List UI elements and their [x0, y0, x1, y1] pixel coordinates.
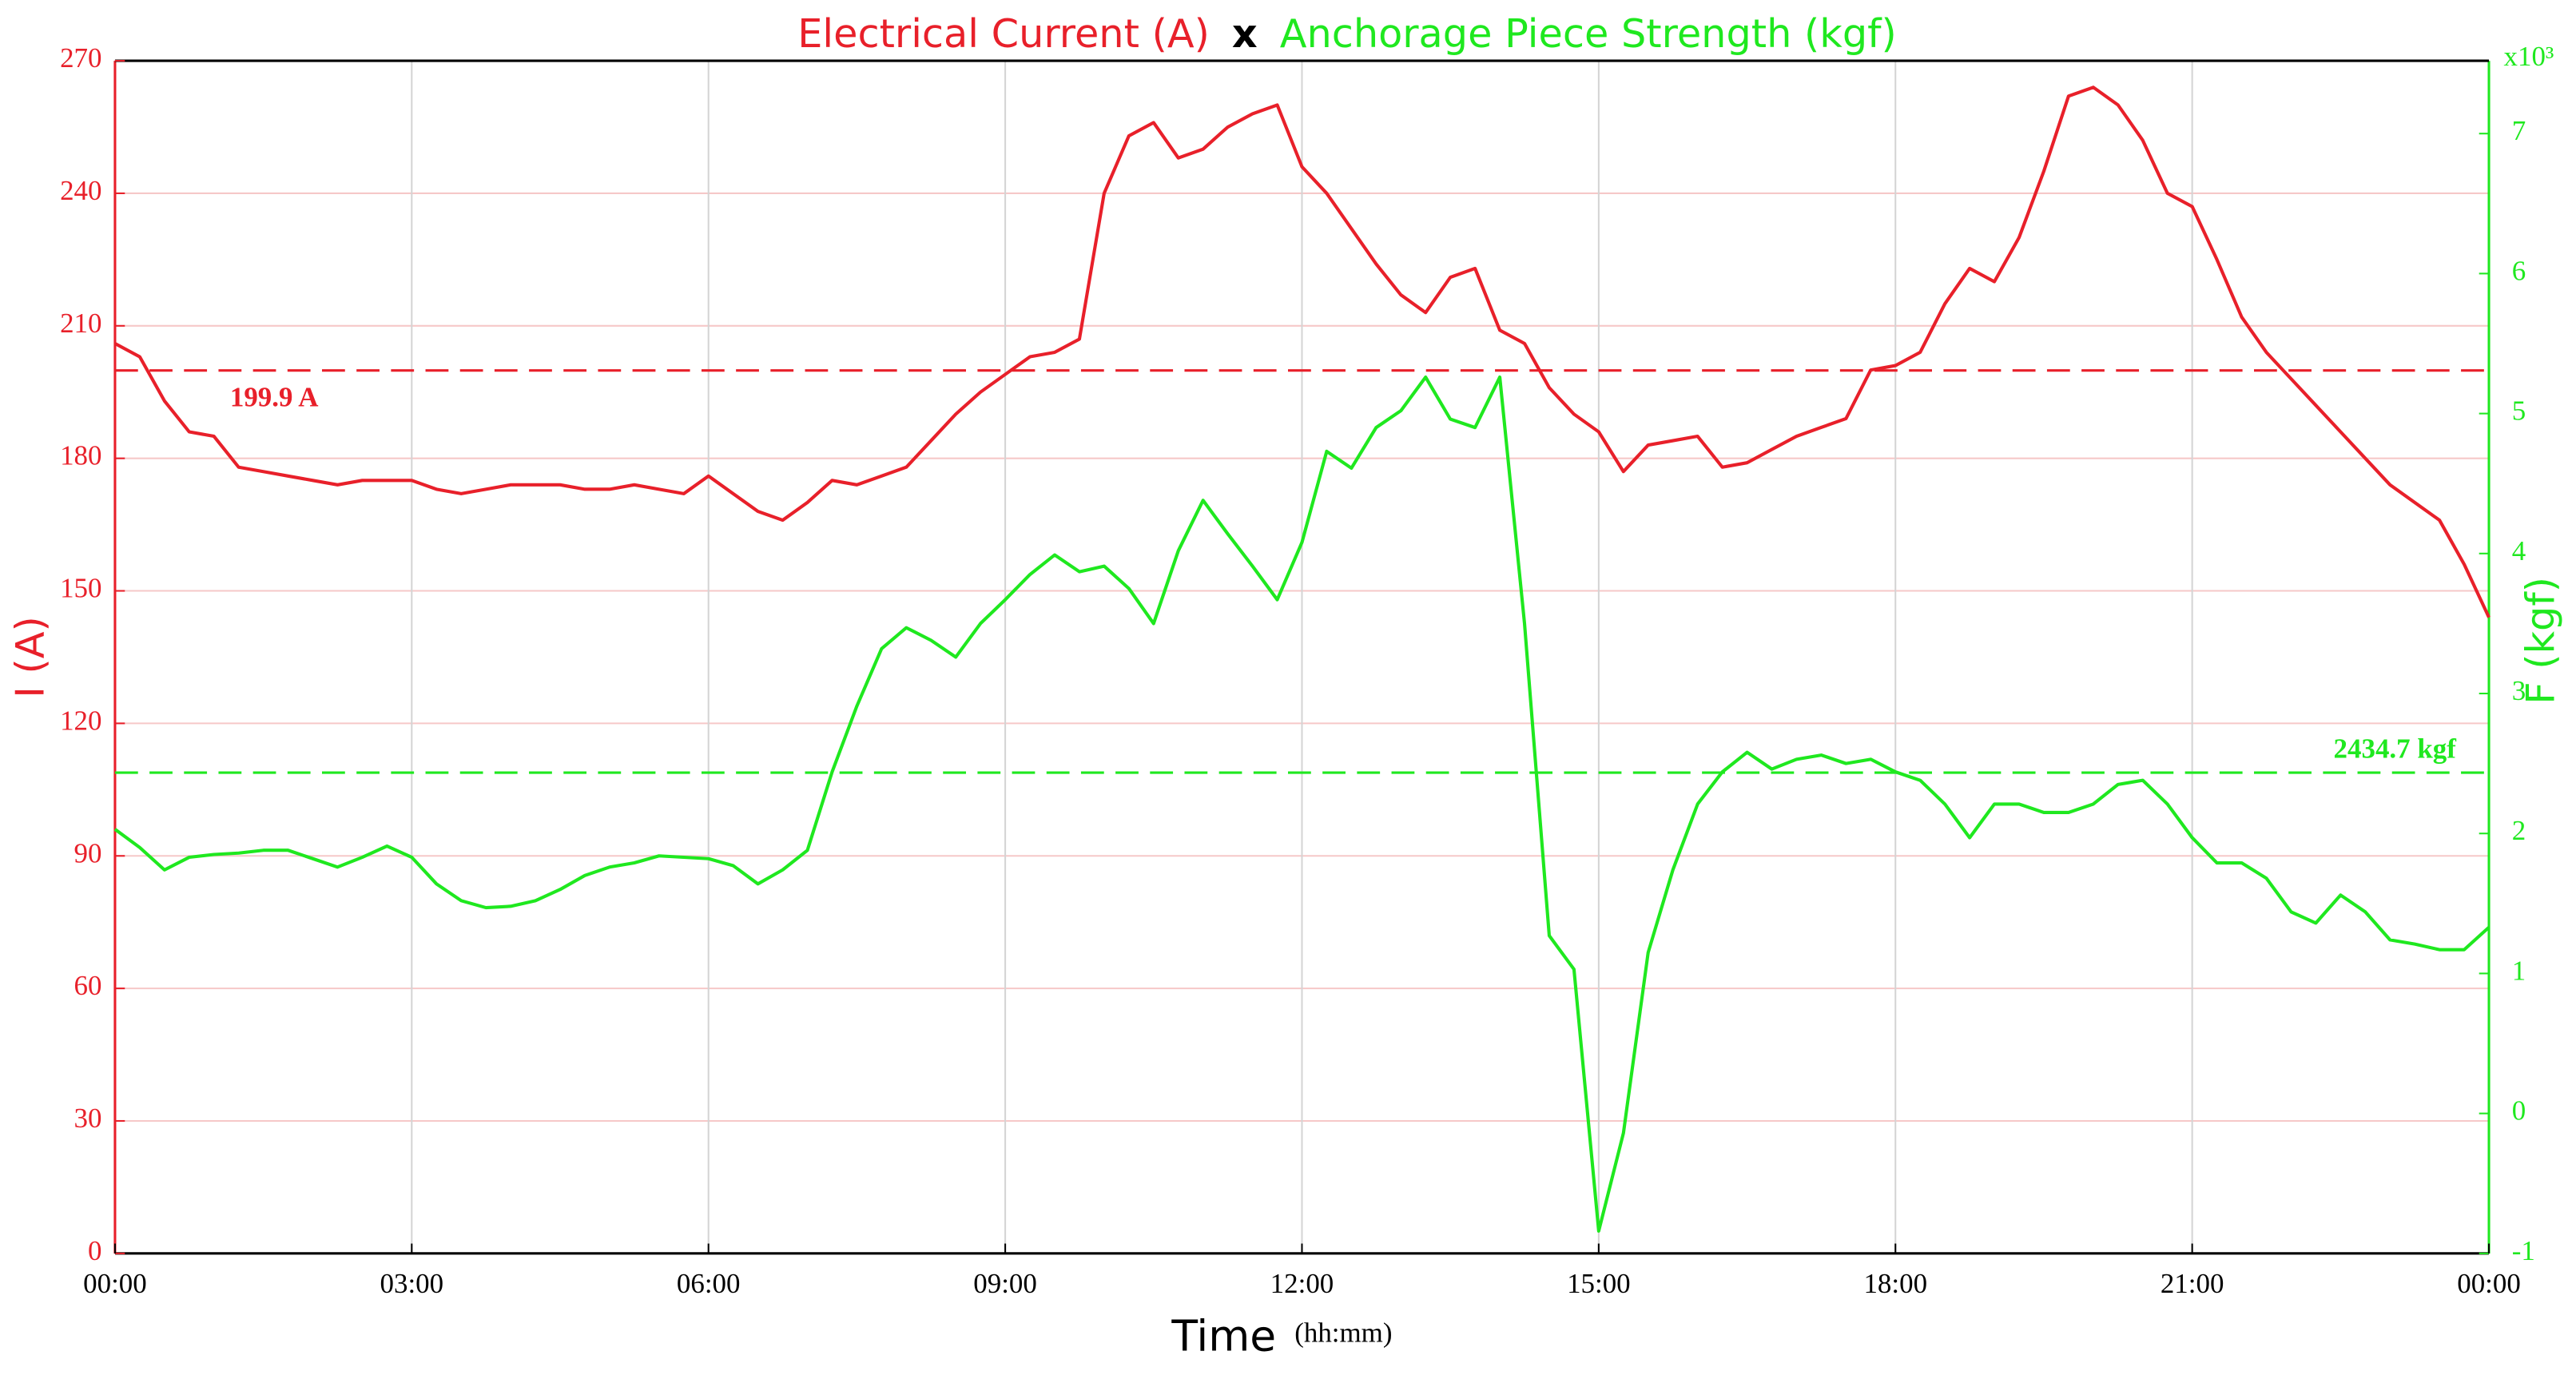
y2-tick-label: 4 — [2512, 535, 2526, 566]
x-tick-label: 00:00 — [83, 1268, 147, 1299]
y-tick-label: 270 — [60, 42, 101, 74]
y2-tick-label: 1 — [2512, 955, 2526, 986]
x-tick-label: 09:00 — [973, 1268, 1037, 1299]
y-tick-label: 150 — [60, 573, 101, 604]
y2-axis-label: F (kgf) — [2517, 577, 2563, 705]
data-line — [113, 376, 2491, 1233]
y-tick-label: 240 — [60, 175, 101, 206]
title-part: Electrical Current (A) — [797, 10, 1210, 57]
y-tick-label: 30 — [74, 1103, 102, 1134]
x-tick-label: 06:00 — [677, 1268, 741, 1299]
x-tick-label: 00:00 — [2457, 1268, 2521, 1299]
x-tick-label: 18:00 — [1863, 1268, 1927, 1299]
reference-label: 199.9 A — [230, 382, 319, 413]
y-tick-label: 210 — [60, 308, 101, 339]
x-axis-label: Time — [1171, 1310, 1276, 1361]
y-tick-label: 60 — [74, 970, 102, 1001]
y2-multiplier: x10³ — [2504, 41, 2554, 72]
reference-label: 2434.7 kgf — [2334, 733, 2457, 764]
x-tick-label: 03:00 — [380, 1268, 444, 1299]
title-part: Anchorage Piece Strength (kgf) — [1280, 10, 1897, 57]
y2-tick-label: 6 — [2512, 255, 2526, 286]
y-tick-label: 120 — [60, 705, 101, 736]
y2-tick-label: 7 — [2512, 115, 2526, 146]
title-part: x — [1232, 10, 1258, 57]
y2-tick-label: 0 — [2512, 1095, 2526, 1127]
x-tick-label: 21:00 — [2161, 1268, 2224, 1299]
y-axis-label: I (A) — [7, 616, 54, 697]
x-tick-label: 15:00 — [1567, 1268, 1631, 1299]
y-tick-label: 180 — [60, 440, 101, 471]
y2-tick-label: 3 — [2512, 675, 2526, 706]
x-tick-label: 12:00 — [1270, 1268, 1334, 1299]
y2-tick-label: -1 — [2512, 1235, 2535, 1266]
chart-title: Electrical Current (A) x Anchorage Piece… — [797, 10, 1897, 57]
x-axis-unit: (hh:mm) — [1294, 1317, 1392, 1349]
y-tick-label: 0 — [88, 1235, 101, 1266]
y2-tick-label: 5 — [2512, 395, 2526, 427]
data-line — [113, 85, 2491, 618]
y-tick-label: 90 — [74, 837, 102, 868]
y2-tick-label: 2 — [2512, 815, 2526, 846]
